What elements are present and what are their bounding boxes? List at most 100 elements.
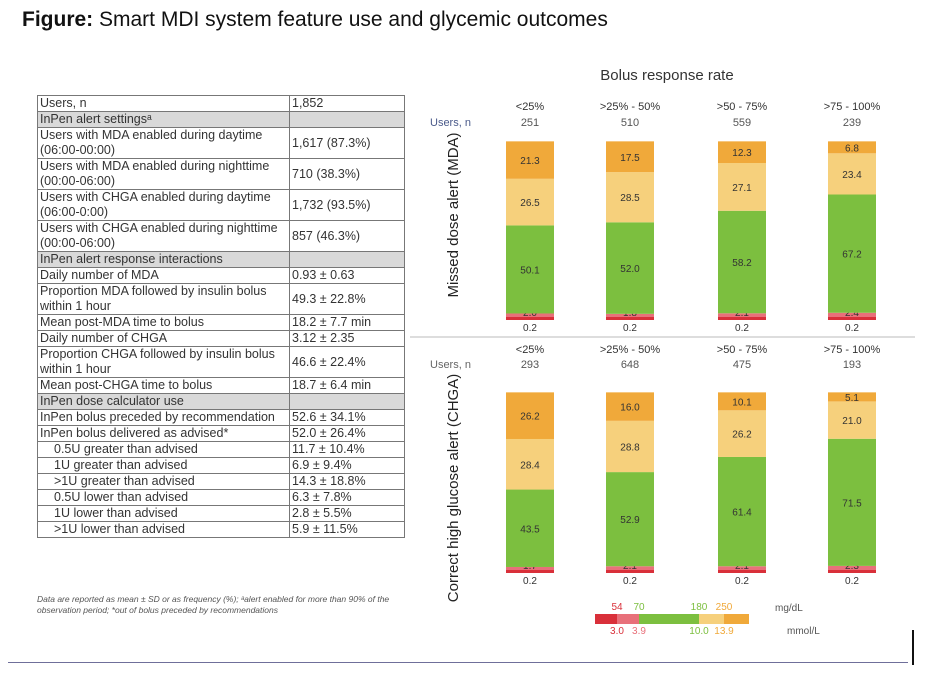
table-cell-label: InPen dose calculator use — [37, 393, 290, 410]
data-label: 52.0 — [620, 264, 640, 275]
table-cell-label: InPen alert response interactions — [37, 251, 290, 268]
data-label: 0.2 — [845, 323, 859, 334]
table-cell-value: 18.2 ± 7.7 min — [289, 314, 405, 331]
bar-segment-below54 — [606, 570, 654, 573]
table-cell-label: Mean post-MDA time to bolus — [37, 314, 290, 331]
data-label: 2.1 — [623, 561, 637, 572]
bar-segment-54to70 — [828, 312, 876, 317]
users-n-label: Users, n — [430, 117, 471, 129]
right-edge-mark — [912, 630, 914, 665]
data-label: 21.3 — [520, 156, 540, 167]
table-section-header: InPen dose calculator use — [37, 393, 405, 410]
bar-segment-54to70 — [606, 313, 654, 317]
table-row: >1U greater than advised 14.3 ± 18.8% — [37, 473, 405, 490]
legend-swatch-70to180 — [639, 614, 699, 624]
table-cell-value: 6.3 ± 7.8% — [289, 489, 405, 506]
data-label: 52.9 — [620, 515, 640, 526]
data-label: 71.5 — [842, 498, 862, 509]
data-label: 2.3 — [845, 561, 859, 572]
table-cell-label: InPen alert settingsᵃ — [37, 111, 290, 128]
bar-segment-below54 — [718, 317, 766, 320]
table-cell-value: 3.12 ± 2.35 — [289, 330, 405, 347]
table-cell-value: 857 (46.3%) — [289, 220, 405, 252]
table-row: Mean post-MDA time to bolus 18.2 ± 7.7 mi… — [37, 314, 405, 331]
category-label: >25% - 50% — [600, 344, 660, 356]
bar-segment-below54 — [606, 317, 654, 320]
bar-segment-70to180 — [828, 438, 876, 566]
figure-title-bold: Figure: — [22, 8, 94, 31]
data-label: 61.4 — [732, 508, 752, 519]
table-row: Proportion MDA followed by insulin bolus… — [37, 283, 405, 315]
bar-segment-180to250 — [606, 420, 654, 473]
summary-table: Users, n 1,852 InPen alert settingsᵃ Users … — [37, 95, 405, 538]
bar-segment-above250 — [718, 141, 766, 164]
data-label: 0.2 — [735, 576, 749, 587]
table-row: Users with MDA enabled during daytime (0… — [37, 127, 405, 159]
data-label: 50.1 — [520, 265, 540, 276]
bar-segment-above250 — [828, 392, 876, 402]
legend-swatch-above250 — [724, 614, 749, 624]
table-cell-value: 18.7 ± 6.4 min — [289, 377, 405, 394]
bar-segment-180to250 — [506, 438, 554, 490]
bar-segment-54to70 — [718, 566, 766, 570]
table-row: Daily number of CHGA 3.12 ± 2.35 — [37, 330, 405, 347]
users-count: 193 — [843, 359, 861, 371]
table-section-header: InPen alert response interactions — [37, 251, 405, 268]
data-label: 26.5 — [520, 198, 540, 209]
legend-mgdl-unit: mg/dL — [775, 603, 803, 614]
category-label: >75 - 100% — [824, 101, 881, 113]
data-label: 26.2 — [732, 430, 752, 441]
legend-swatch-54to70 — [617, 614, 639, 624]
data-label: 43.5 — [520, 524, 540, 535]
data-label: 2.1 — [735, 308, 749, 319]
bar-segment-70to180 — [718, 456, 766, 567]
legend-mgdl-tick: 250 — [716, 602, 733, 613]
table-cell-value: 6.9 ± 9.4% — [289, 457, 405, 474]
table-cell-value — [289, 393, 405, 410]
legend-mmol-tick: 3.9 — [632, 626, 646, 637]
bar-segment-below54 — [828, 570, 876, 573]
legend-mmol-unit: mmol/L — [787, 626, 820, 637]
users-count: 559 — [733, 117, 751, 129]
bar-segment-70to180 — [606, 222, 654, 314]
data-label: 2.0 — [523, 308, 537, 319]
category-label: >50 - 75% — [717, 344, 768, 356]
table-cell-value: 0.93 ± 0.63 — [289, 267, 405, 284]
figure-title: Figure: Smart MDI system feature use and… — [22, 8, 608, 32]
table-cell-label: Users with CHGA enabled during nighttime… — [37, 220, 290, 252]
legend-mmol-tick: 13.9 — [714, 626, 734, 637]
stacked-bar-chart: Bolus response rate Users, n Missed dose a… — [410, 67, 915, 637]
data-label: 28.8 — [620, 442, 640, 453]
table-cell-value: 1,852 — [289, 95, 405, 112]
table-row: InPen bolus delivered as advised* 52.0 ± … — [37, 425, 405, 442]
category-label: <25% — [516, 344, 545, 356]
table-cell-label: Users with CHGA enabled during daytime (… — [37, 189, 290, 221]
data-label: 5.1 — [845, 393, 859, 404]
data-label: 16.0 — [620, 403, 640, 414]
table-cell-value: 1,617 (87.3%) — [289, 127, 405, 159]
bar-segment-180to250 — [718, 163, 766, 211]
data-label: 0.2 — [845, 576, 859, 587]
table-row: InPen bolus preceded by recommendation 52… — [37, 409, 405, 426]
table-cell-label: >1U lower than advised — [37, 521, 290, 538]
legend-swatch-180to250 — [699, 614, 724, 624]
table-row: 1U lower than advised 2.8 ± 5.5% — [37, 505, 405, 522]
bar-segment-below54 — [506, 317, 554, 320]
table-cell-value: 49.3 ± 22.8% — [289, 283, 405, 315]
table-cell-label: 0.5U lower than advised — [37, 489, 290, 506]
bar-segment-180to250 — [718, 410, 766, 457]
legend-swatch-below54 — [595, 614, 617, 624]
panel-y-axis-label: Correct high glucose alert (CHGA) — [445, 374, 462, 602]
table-cell-label: Daily number of CHGA — [37, 330, 290, 347]
table-cell-label: 1U lower than advised — [37, 505, 290, 522]
data-label: 21.0 — [842, 416, 862, 427]
bar-segment-70to180 — [606, 472, 654, 567]
users-n-label: Users, n — [430, 359, 471, 371]
table-cell-value: 1,732 (93.5%) — [289, 189, 405, 221]
table-cell-label: Users with MDA enabled during nighttime … — [37, 158, 290, 190]
table-row: >1U lower than advised 5.9 ± 11.5% — [37, 521, 405, 538]
table-cell-label: >1U greater than advised — [37, 473, 290, 490]
bar-segment-70to180 — [506, 225, 554, 314]
table-cell-value: 710 (38.3%) — [289, 158, 405, 190]
data-label: 0.2 — [623, 576, 637, 587]
